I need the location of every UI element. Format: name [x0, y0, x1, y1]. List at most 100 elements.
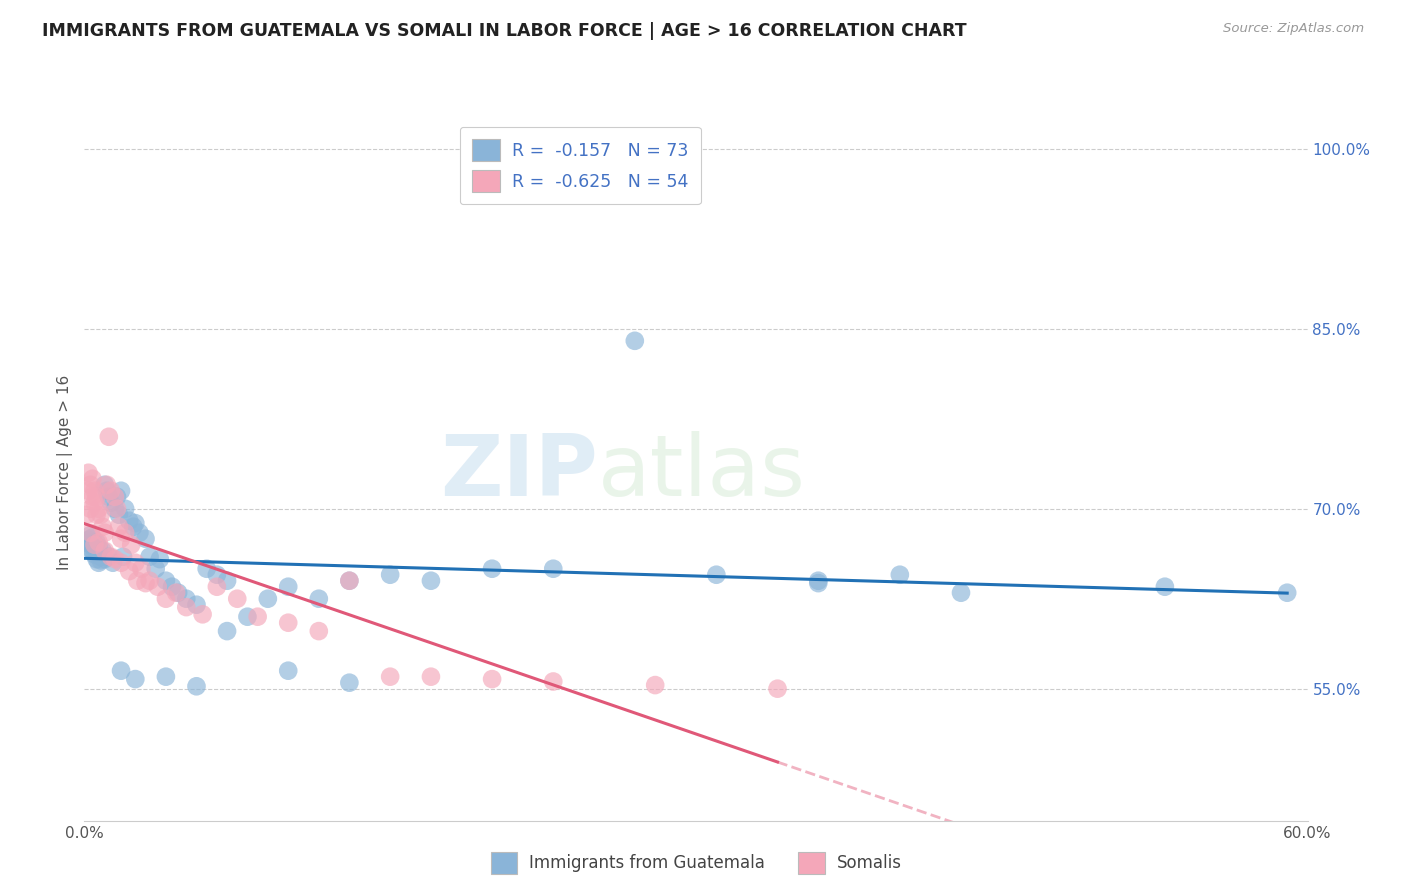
Point: [226, 591, 249, 606]
Point: [87, 556, 110, 570]
Point: [108, 520, 131, 534]
Point: [83, 496, 105, 510]
Point: [75, 508, 97, 522]
Point: [108, 508, 131, 522]
Point: [83, 538, 105, 552]
Point: [90, 553, 112, 567]
Point: [114, 525, 136, 540]
Point: [481, 562, 503, 576]
Point: [120, 538, 142, 552]
Point: [145, 562, 167, 576]
Point: [82, 543, 104, 558]
Point: [83, 547, 105, 561]
Point: [96, 477, 118, 491]
Point: [195, 562, 218, 576]
Point: [100, 549, 122, 564]
Point: [131, 562, 153, 576]
Point: [93, 552, 117, 566]
Point: [138, 574, 160, 588]
Point: [155, 591, 177, 606]
Point: [82, 472, 104, 486]
Point: [86, 552, 108, 566]
Point: [176, 600, 198, 615]
Point: [186, 679, 208, 693]
Point: [1154, 580, 1177, 594]
Point: [380, 670, 402, 684]
Point: [624, 334, 647, 348]
Point: [87, 546, 110, 560]
Point: [167, 585, 190, 599]
Point: [149, 552, 172, 566]
Point: [186, 598, 208, 612]
Point: [127, 574, 149, 588]
Point: [155, 670, 177, 684]
Point: [118, 564, 141, 578]
Point: [114, 501, 136, 516]
Point: [339, 675, 361, 690]
Point: [83, 483, 105, 498]
Point: [420, 574, 443, 588]
Point: [100, 496, 122, 510]
Point: [124, 672, 146, 686]
Point: [79, 532, 101, 546]
Point: [93, 525, 117, 540]
Point: [128, 525, 150, 540]
Point: [82, 490, 104, 504]
Point: [77, 536, 100, 550]
Point: [104, 490, 127, 504]
Point: [110, 483, 132, 498]
Point: [135, 532, 157, 546]
Point: [146, 580, 169, 594]
Point: [90, 549, 112, 564]
Point: [112, 549, 135, 564]
Point: [257, 591, 280, 606]
Point: [246, 609, 269, 624]
Point: [83, 541, 105, 556]
Point: [706, 567, 728, 582]
Text: IMMIGRANTS FROM GUATEMALA VS SOMALI IN LABOR FORCE | AGE > 16 CORRELATION CHART: IMMIGRANTS FROM GUATEMALA VS SOMALI IN L…: [42, 22, 967, 40]
Point: [277, 664, 299, 678]
Point: [79, 535, 101, 549]
Point: [100, 483, 122, 498]
Point: [79, 525, 101, 540]
Point: [481, 672, 503, 686]
Point: [87, 535, 110, 549]
Point: [420, 670, 443, 684]
Point: [83, 538, 105, 552]
Point: [110, 532, 132, 546]
Point: [97, 549, 120, 564]
Point: [339, 574, 361, 588]
Point: [104, 501, 127, 516]
Point: [135, 576, 157, 591]
Point: [277, 580, 299, 594]
Point: [97, 490, 120, 504]
Point: [79, 477, 101, 491]
Point: [93, 477, 117, 491]
Text: Source: ZipAtlas.com: Source: ZipAtlas.com: [1223, 22, 1364, 36]
Point: [124, 556, 146, 570]
Point: [105, 501, 128, 516]
Point: [79, 528, 101, 542]
Point: [380, 567, 402, 582]
Point: [543, 562, 565, 576]
Point: [160, 580, 183, 594]
Text: ZIP: ZIP: [440, 431, 598, 515]
Point: [889, 567, 911, 582]
Point: [807, 574, 830, 588]
Point: [97, 430, 120, 444]
Point: [205, 580, 228, 594]
Point: [308, 591, 330, 606]
Text: atlas: atlas: [598, 431, 806, 515]
Point: [543, 674, 565, 689]
Point: [96, 483, 118, 498]
Point: [104, 552, 127, 566]
Point: [339, 574, 361, 588]
Point: [236, 609, 259, 624]
Point: [91, 520, 114, 534]
Point: [86, 508, 108, 522]
Point: [138, 549, 160, 564]
Legend: Immigrants from Guatemala, Somalis: Immigrants from Guatemala, Somalis: [482, 844, 910, 882]
Point: [91, 543, 114, 558]
Point: [93, 543, 117, 558]
Point: [122, 520, 145, 534]
